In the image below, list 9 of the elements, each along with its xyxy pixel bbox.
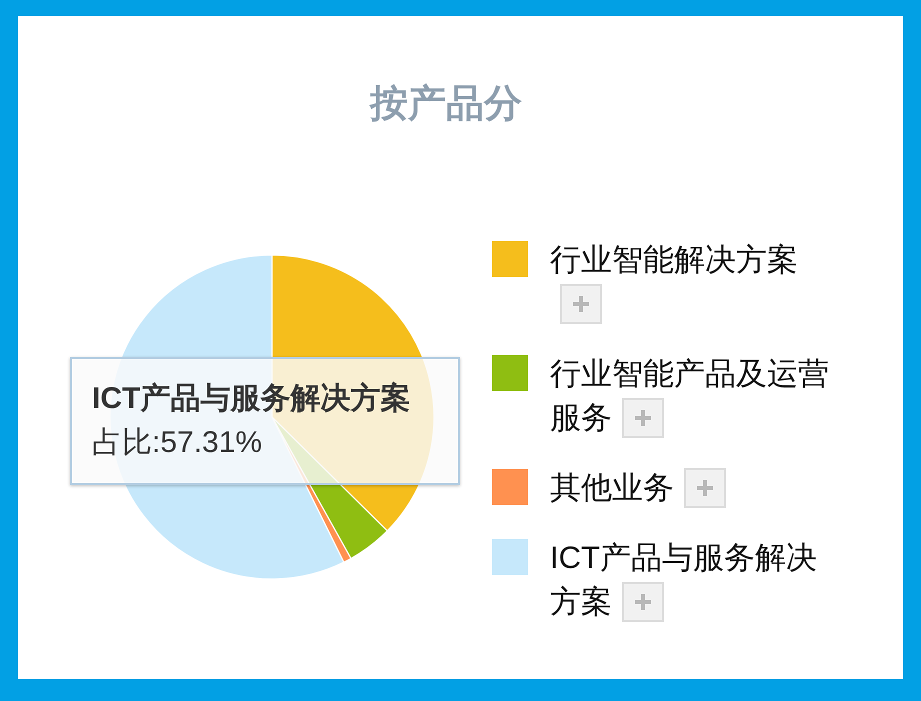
legend-label: 其他业务 xyxy=(550,470,674,505)
legend-label: 服务 xyxy=(550,400,612,435)
legend-label: 行业智能产品及运营 xyxy=(550,356,829,391)
annotation: 占比:57.31% xyxy=(92,426,262,459)
legend-label: 方案 xyxy=(550,584,612,619)
legend-label: 行业智能解决方案 xyxy=(550,242,798,277)
legend-label: ICT产品与服务解决 xyxy=(550,540,817,575)
annotation: ICT产品与服务解决方案 xyxy=(92,382,410,415)
title: 按产品分 xyxy=(368,82,523,127)
